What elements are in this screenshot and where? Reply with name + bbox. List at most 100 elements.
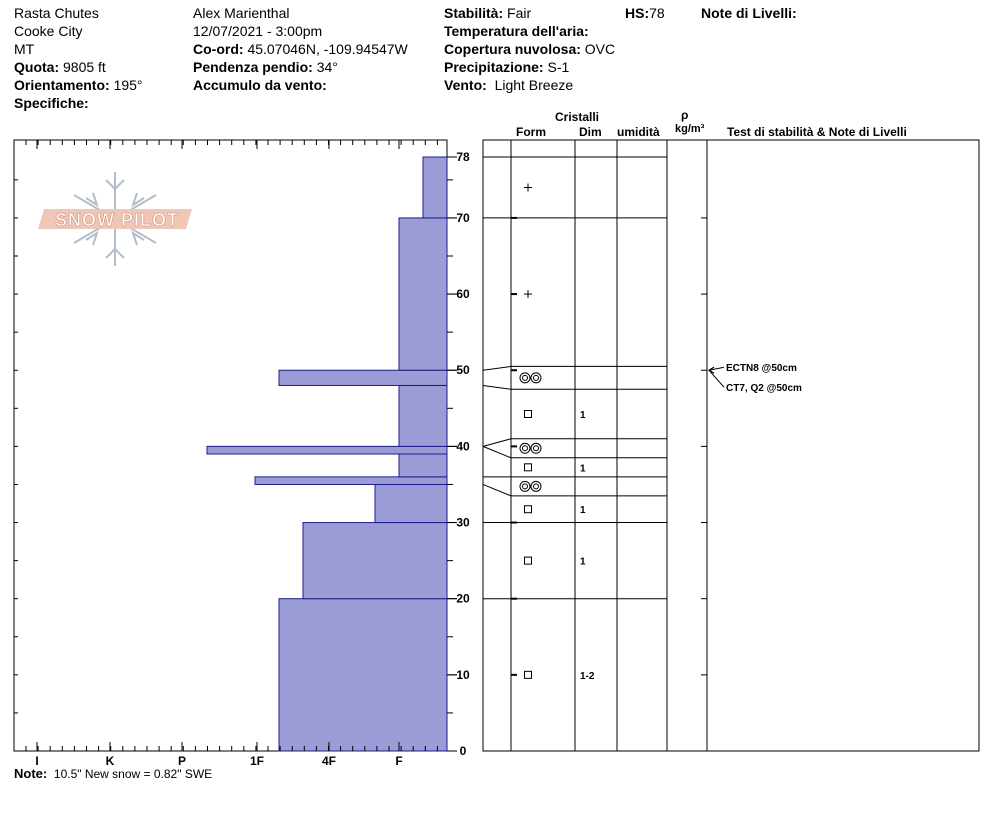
rounded-grain-icon xyxy=(522,374,528,381)
moisture-header: umidità xyxy=(617,125,660,139)
wind-value: Light Breeze xyxy=(494,77,574,93)
layer-notes-header: Note di Livelli: xyxy=(701,5,797,21)
aspect-row: Orientamento: 195° xyxy=(14,76,143,94)
y-tick-label: 50 xyxy=(456,363,470,377)
sky-value: OVC xyxy=(584,41,616,57)
aspect-value: 195° xyxy=(113,77,143,93)
y-tick-label: 0 xyxy=(460,744,467,758)
crystal-size-label: 1 xyxy=(580,463,586,474)
air-temp-label: Temperatura dell'aria: xyxy=(444,23,589,39)
y-tick-label: 10 xyxy=(456,668,470,682)
test-arrow-icon xyxy=(708,366,715,374)
precip-label: Precipitazione: xyxy=(444,59,544,75)
specifics-label: Specifiche: xyxy=(14,95,89,111)
rounded-grain-icon xyxy=(533,374,539,381)
layer-connector xyxy=(482,445,512,459)
stability-test-label: ECTN8 @50cm xyxy=(726,363,797,374)
wind-loading-row: Accumulo da vento: xyxy=(193,76,327,94)
location: Rasta Chutes xyxy=(14,5,99,21)
rho-header: ρ xyxy=(681,108,689,122)
layer-connector xyxy=(482,438,512,447)
y-tick-label: 30 xyxy=(456,516,470,530)
hardness-bar xyxy=(302,522,448,600)
y-tick-label: 70 xyxy=(456,211,470,225)
hs-label: HS: xyxy=(625,5,650,21)
x-tick-label: F xyxy=(395,754,402,768)
hs-value: 78 xyxy=(649,5,665,21)
x-tick-label: 1F xyxy=(250,754,264,768)
y-tick-label: 60 xyxy=(456,287,470,301)
y-tick-label: 20 xyxy=(456,592,470,606)
crystal-size-label: 1-2 xyxy=(580,671,595,682)
hardness-bar xyxy=(374,483,448,524)
hardness-bar xyxy=(398,217,448,371)
x-tick-label: 4F xyxy=(322,754,336,768)
crystal-size-label: 1 xyxy=(580,557,586,568)
specifics-row: Specifiche: xyxy=(14,94,89,112)
sky-label: Copertura nuvolosa: xyxy=(444,41,581,57)
precip-row: Precipitazione: S-1 xyxy=(444,58,569,76)
rounded-grain-icon xyxy=(530,480,542,492)
stability-value: Fair xyxy=(507,5,532,21)
faceted-crystal-icon xyxy=(524,670,532,679)
layer-connector xyxy=(482,384,512,390)
logo-text: SNOW PILOT xyxy=(55,210,179,230)
x-tick-label: K xyxy=(106,754,115,768)
crystal-size-label: 1 xyxy=(580,410,586,421)
wind-label: Vento: xyxy=(444,77,487,93)
rounded-grain-icon xyxy=(519,480,531,492)
state: MT xyxy=(14,41,35,57)
datetime: 12/07/2021 - 3:00pm xyxy=(193,23,323,39)
form-header: Form xyxy=(516,125,546,139)
faceted-crystal-icon xyxy=(524,463,532,472)
coords-row: Co-ord: 45.07046N, -109.94547W xyxy=(193,40,408,58)
rounded-grain-icon xyxy=(522,445,528,452)
air-temp-row: Temperatura dell'aria: xyxy=(444,22,589,40)
hardness-bar xyxy=(422,156,448,219)
coords-label: Co-ord: xyxy=(193,41,244,57)
rounded-grain-icon xyxy=(522,483,528,490)
hardness-bar xyxy=(254,476,448,485)
snowpilot-logo: SNOW PILOT xyxy=(38,172,192,266)
slope-value: 34° xyxy=(316,59,338,75)
faceted-crystal-icon xyxy=(524,556,532,565)
coords-value: 45.07046N, -109.94547W xyxy=(247,41,408,57)
aspect-label: Orientamento: xyxy=(14,77,110,93)
sky-row: Copertura nuvolosa: OVC xyxy=(444,40,615,58)
rounded-grain-icon xyxy=(533,445,539,452)
region: Cooke City xyxy=(14,23,83,39)
rounded-grain-icon xyxy=(519,372,531,384)
rounded-grain-icon xyxy=(530,372,542,384)
hardness-bar xyxy=(398,384,448,447)
test-leader-line xyxy=(708,369,725,388)
hardness-bar xyxy=(398,453,448,478)
crystals-header: Cristalli xyxy=(555,110,600,124)
stability-row: Stabilità: Fair xyxy=(444,4,531,22)
stability-test-label: CT7, Q2 @50cm xyxy=(726,383,802,394)
rounded-grain-icon xyxy=(530,442,542,454)
slope-label: Pendenza pendio: xyxy=(193,59,313,75)
tests-header: Test di stabilità & Note di Livelli xyxy=(727,125,907,139)
faceted-crystal-icon xyxy=(524,410,532,419)
layer-table-frame xyxy=(482,139,980,752)
observer: Alex Marienthal xyxy=(193,5,290,21)
layer-connector xyxy=(482,365,512,371)
y-tick-label: 78 xyxy=(456,150,470,164)
hs-row: HS:78 xyxy=(625,4,665,22)
wind-loading-label: Accumulo da vento: xyxy=(193,77,327,93)
elevation-row: Quota: 9805 ft xyxy=(14,58,106,76)
crystal-size-label: 1 xyxy=(580,505,586,516)
note-row: Note: 10.5" New snow = 0.82" SWE xyxy=(14,766,212,781)
size-header: Dim xyxy=(579,125,602,139)
x-tick-label: I xyxy=(35,754,38,768)
layer-connector xyxy=(482,483,512,497)
x-tick-label: P xyxy=(178,754,186,768)
elevation-label: Quota: xyxy=(14,59,60,75)
slope-row: Pendenza pendio: 34° xyxy=(193,58,338,76)
test-leader-line xyxy=(708,366,725,371)
hardness-bar xyxy=(278,598,448,752)
hardness-bar xyxy=(206,445,448,455)
hardness-bar xyxy=(278,369,448,386)
rounded-grain-icon xyxy=(519,442,531,454)
elevation-value: 9805 ft xyxy=(63,59,106,75)
